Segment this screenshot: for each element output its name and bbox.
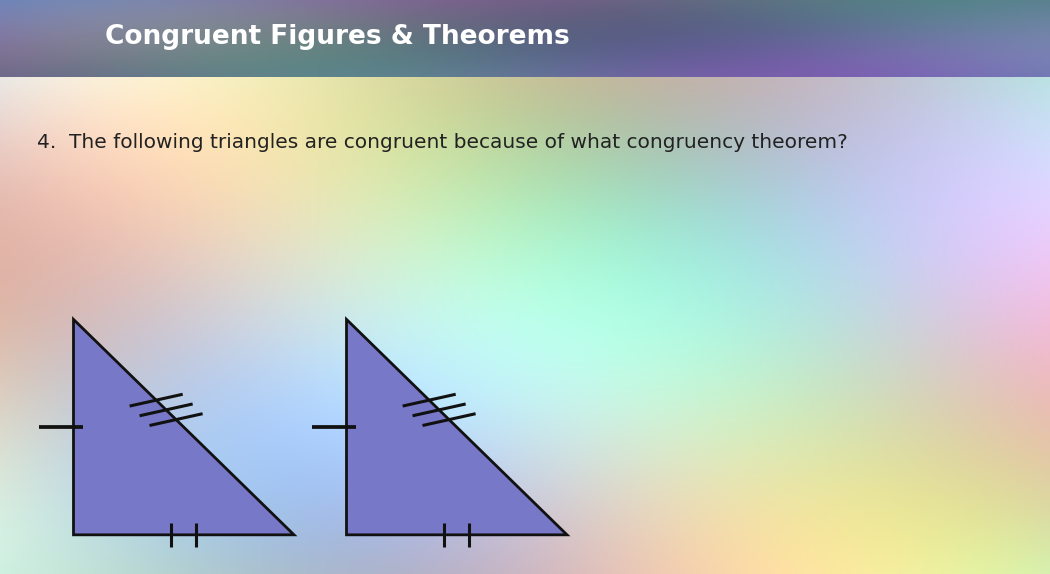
- Polygon shape: [74, 319, 294, 535]
- Text: 4.  The following triangles are congruent because of what congruency theorem?: 4. The following triangles are congruent…: [37, 133, 847, 152]
- Polygon shape: [346, 319, 567, 535]
- Text: Congruent Figures & Theorems: Congruent Figures & Theorems: [105, 24, 570, 50]
